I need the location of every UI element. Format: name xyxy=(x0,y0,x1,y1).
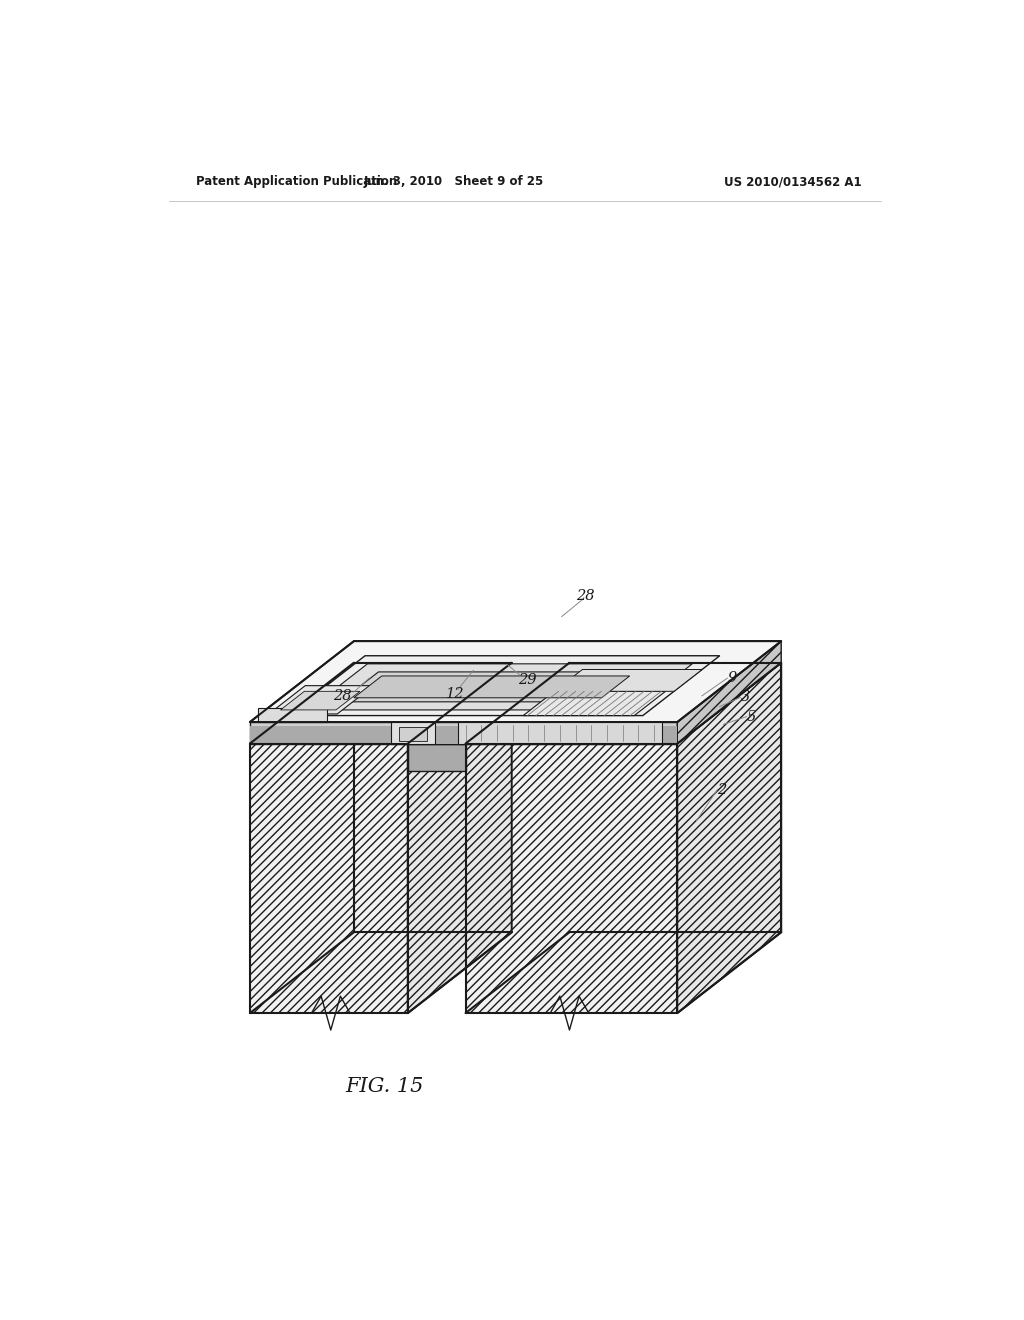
Polygon shape xyxy=(408,743,466,771)
Polygon shape xyxy=(398,726,427,741)
Text: 5: 5 xyxy=(746,710,756,723)
Polygon shape xyxy=(523,692,666,715)
Polygon shape xyxy=(677,642,781,743)
Polygon shape xyxy=(250,722,677,743)
Text: 12: 12 xyxy=(446,686,465,701)
Polygon shape xyxy=(391,722,435,743)
Polygon shape xyxy=(408,663,569,743)
Polygon shape xyxy=(250,726,677,743)
Polygon shape xyxy=(458,722,662,743)
Polygon shape xyxy=(250,642,781,722)
Polygon shape xyxy=(353,676,630,698)
Text: US 2010/0134562 A1: US 2010/0134562 A1 xyxy=(724,176,861,187)
Text: 2: 2 xyxy=(717,783,727,797)
Text: 28: 28 xyxy=(333,689,351,702)
Polygon shape xyxy=(281,692,359,710)
Polygon shape xyxy=(677,663,781,1014)
Polygon shape xyxy=(288,656,720,715)
Text: 3: 3 xyxy=(740,690,750,705)
Text: Patent Application Publication: Patent Application Publication xyxy=(196,176,397,187)
Polygon shape xyxy=(408,663,512,1014)
Text: 29: 29 xyxy=(518,673,537,688)
Text: 9: 9 xyxy=(727,671,736,685)
Text: FIG. 15: FIG. 15 xyxy=(345,1077,424,1096)
Polygon shape xyxy=(466,743,677,1014)
Text: Jun. 3, 2010   Sheet 9 of 25: Jun. 3, 2010 Sheet 9 of 25 xyxy=(364,176,544,187)
Polygon shape xyxy=(340,672,648,702)
Polygon shape xyxy=(554,669,702,692)
Polygon shape xyxy=(269,685,374,714)
Text: 28: 28 xyxy=(575,589,594,603)
Polygon shape xyxy=(258,708,327,722)
Polygon shape xyxy=(250,743,408,1014)
Polygon shape xyxy=(250,663,781,743)
Polygon shape xyxy=(308,664,692,710)
